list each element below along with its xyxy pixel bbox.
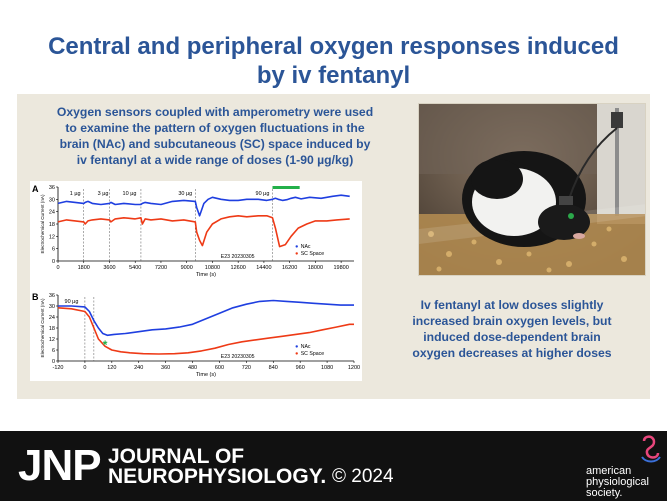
y-axis-label: Electrochemical Current (nA) [40, 298, 45, 357]
x-tick-label: 720 [242, 365, 251, 371]
intro-line: Oxygen sensors coupled with amperometry … [56, 105, 374, 119]
y-tick-label: 0 [52, 259, 55, 265]
series-line-sc-space [57, 307, 354, 355]
intro-line: to examine the pattern of oxygen fluctua… [65, 121, 365, 135]
society-name-line: society. [586, 487, 623, 499]
x-tick-label: 840 [269, 365, 278, 371]
y-tick-label: 12 [49, 337, 55, 343]
x-tick-label: 120 [107, 365, 116, 371]
x-tick-label: 1200 [348, 365, 360, 371]
rat-photo [418, 103, 646, 276]
jnp-logo: JNP [18, 441, 102, 490]
x-tick-label: 240 [134, 365, 143, 371]
chart-annotation: E23 20230305 [221, 354, 255, 360]
journal-name-line: JOURNAL OF [108, 445, 245, 468]
panel-label: B [32, 292, 39, 302]
dose-label: 1 µg [70, 191, 81, 197]
x-tick-label: 480 [188, 365, 197, 371]
x-axis-label: Time (s) [196, 372, 216, 378]
title-line: by iv fentanyl [256, 62, 411, 89]
y-tick-label: 6 [52, 247, 55, 253]
x-tick-label: 3600 [103, 265, 115, 271]
summary-line: increased brain oxygen levels, but [412, 314, 612, 328]
x-tick-label: 18000 [308, 265, 323, 271]
title-line: Central and peripheral oxygen responses … [48, 33, 619, 60]
dose-label: 90 µg [256, 191, 270, 197]
x-tick-label: 9000 [181, 265, 193, 271]
x-tick-label: 600 [215, 365, 224, 371]
legend-entry: SC Space [301, 251, 324, 257]
x-tick-label: 19800 [333, 265, 348, 271]
y-tick-label: 0 [52, 359, 55, 365]
oxygen-charts: A 36 30 24 18 12 6 0 0 1800 3600 5400 7200 9000 10800 1… [30, 181, 362, 381]
rat-photo-illustration [419, 104, 645, 275]
footer-bar [0, 431, 667, 501]
x-tick-label: 7200 [155, 265, 167, 271]
x-tick-label: 16200 [282, 265, 297, 271]
y-tick-label: 36 [49, 293, 55, 299]
legend-swatch [295, 345, 298, 348]
legend-swatch [295, 352, 298, 355]
highlight-bar [272, 186, 300, 189]
y-tick-label: 6 [52, 348, 55, 354]
legend-entry: NAc [301, 244, 311, 250]
dose-label: 3 µg [98, 191, 109, 197]
journal-name-line: NEUROPHYSIOLOGY. [108, 465, 327, 488]
dose-label: 10 µg [123, 191, 137, 197]
summary-line: Iv fentanyl at low doses slightly [420, 298, 604, 312]
legend-swatch [295, 252, 298, 255]
aps-logo-icon [641, 435, 661, 463]
y-tick-label: 30 [49, 197, 55, 203]
x-tick-label: 360 [161, 365, 170, 371]
x-tick-label: -120 [52, 365, 63, 371]
x-tick-label: 0 [83, 365, 86, 371]
intro-text: Oxygen sensors coupled with amperometry … [20, 104, 410, 168]
y-tick-label: 30 [49, 304, 55, 310]
series-line-nac [58, 299, 354, 337]
legend-entry: NAc [301, 344, 311, 350]
x-tick-label: 5400 [129, 265, 141, 271]
society-name-line: physiological [586, 476, 649, 488]
x-tick-label: 14400 [256, 265, 271, 271]
y-axis-label: Electrochemical Current (nA) [40, 194, 45, 253]
y-tick-label: 24 [49, 210, 55, 216]
series-line-sc-space [57, 214, 350, 248]
y-tick-label: 36 [49, 185, 55, 191]
legend-entry: SC Space [301, 351, 324, 357]
series-line-nac [57, 194, 350, 217]
panel-label: A [32, 184, 39, 194]
x-tick-label: 0 [56, 265, 59, 271]
x-axis-label: Time (s) [196, 272, 216, 278]
x-tick-label: 960 [296, 365, 305, 371]
y-tick-label: 12 [49, 234, 55, 240]
y-tick-label: 18 [49, 222, 55, 228]
x-tick-label: 1800 [78, 265, 90, 271]
y-tick-label: 24 [49, 315, 55, 321]
chart-annotation: E23 20230305 [221, 254, 255, 260]
y-tick-label: 18 [49, 326, 55, 332]
intro-line: iv fentanyl at a wide range of doses (1-… [76, 153, 354, 167]
society-name-line: american [586, 465, 632, 477]
intro-line: brain (NAc) and subcutaneous (SC) space … [59, 137, 371, 151]
dose-label: 90 µg [65, 299, 79, 305]
peak-marker: * [103, 338, 108, 352]
summary-line: oxygen decreases at higher doses [412, 346, 612, 360]
summary-line: induced dose-dependent brain [423, 330, 601, 344]
summary-text: Iv fentanyl at low doses slightly increa… [378, 297, 646, 361]
copyright-text: © 2024 [332, 466, 394, 487]
x-tick-label: 12600 [231, 265, 246, 271]
dose-label: 30 µg [178, 191, 192, 197]
legend-swatch [295, 245, 298, 248]
page-title: Central and peripheral oxygen responses … [20, 32, 647, 90]
x-tick-label: 1080 [321, 365, 333, 371]
x-tick-label: 10800 [205, 265, 220, 271]
